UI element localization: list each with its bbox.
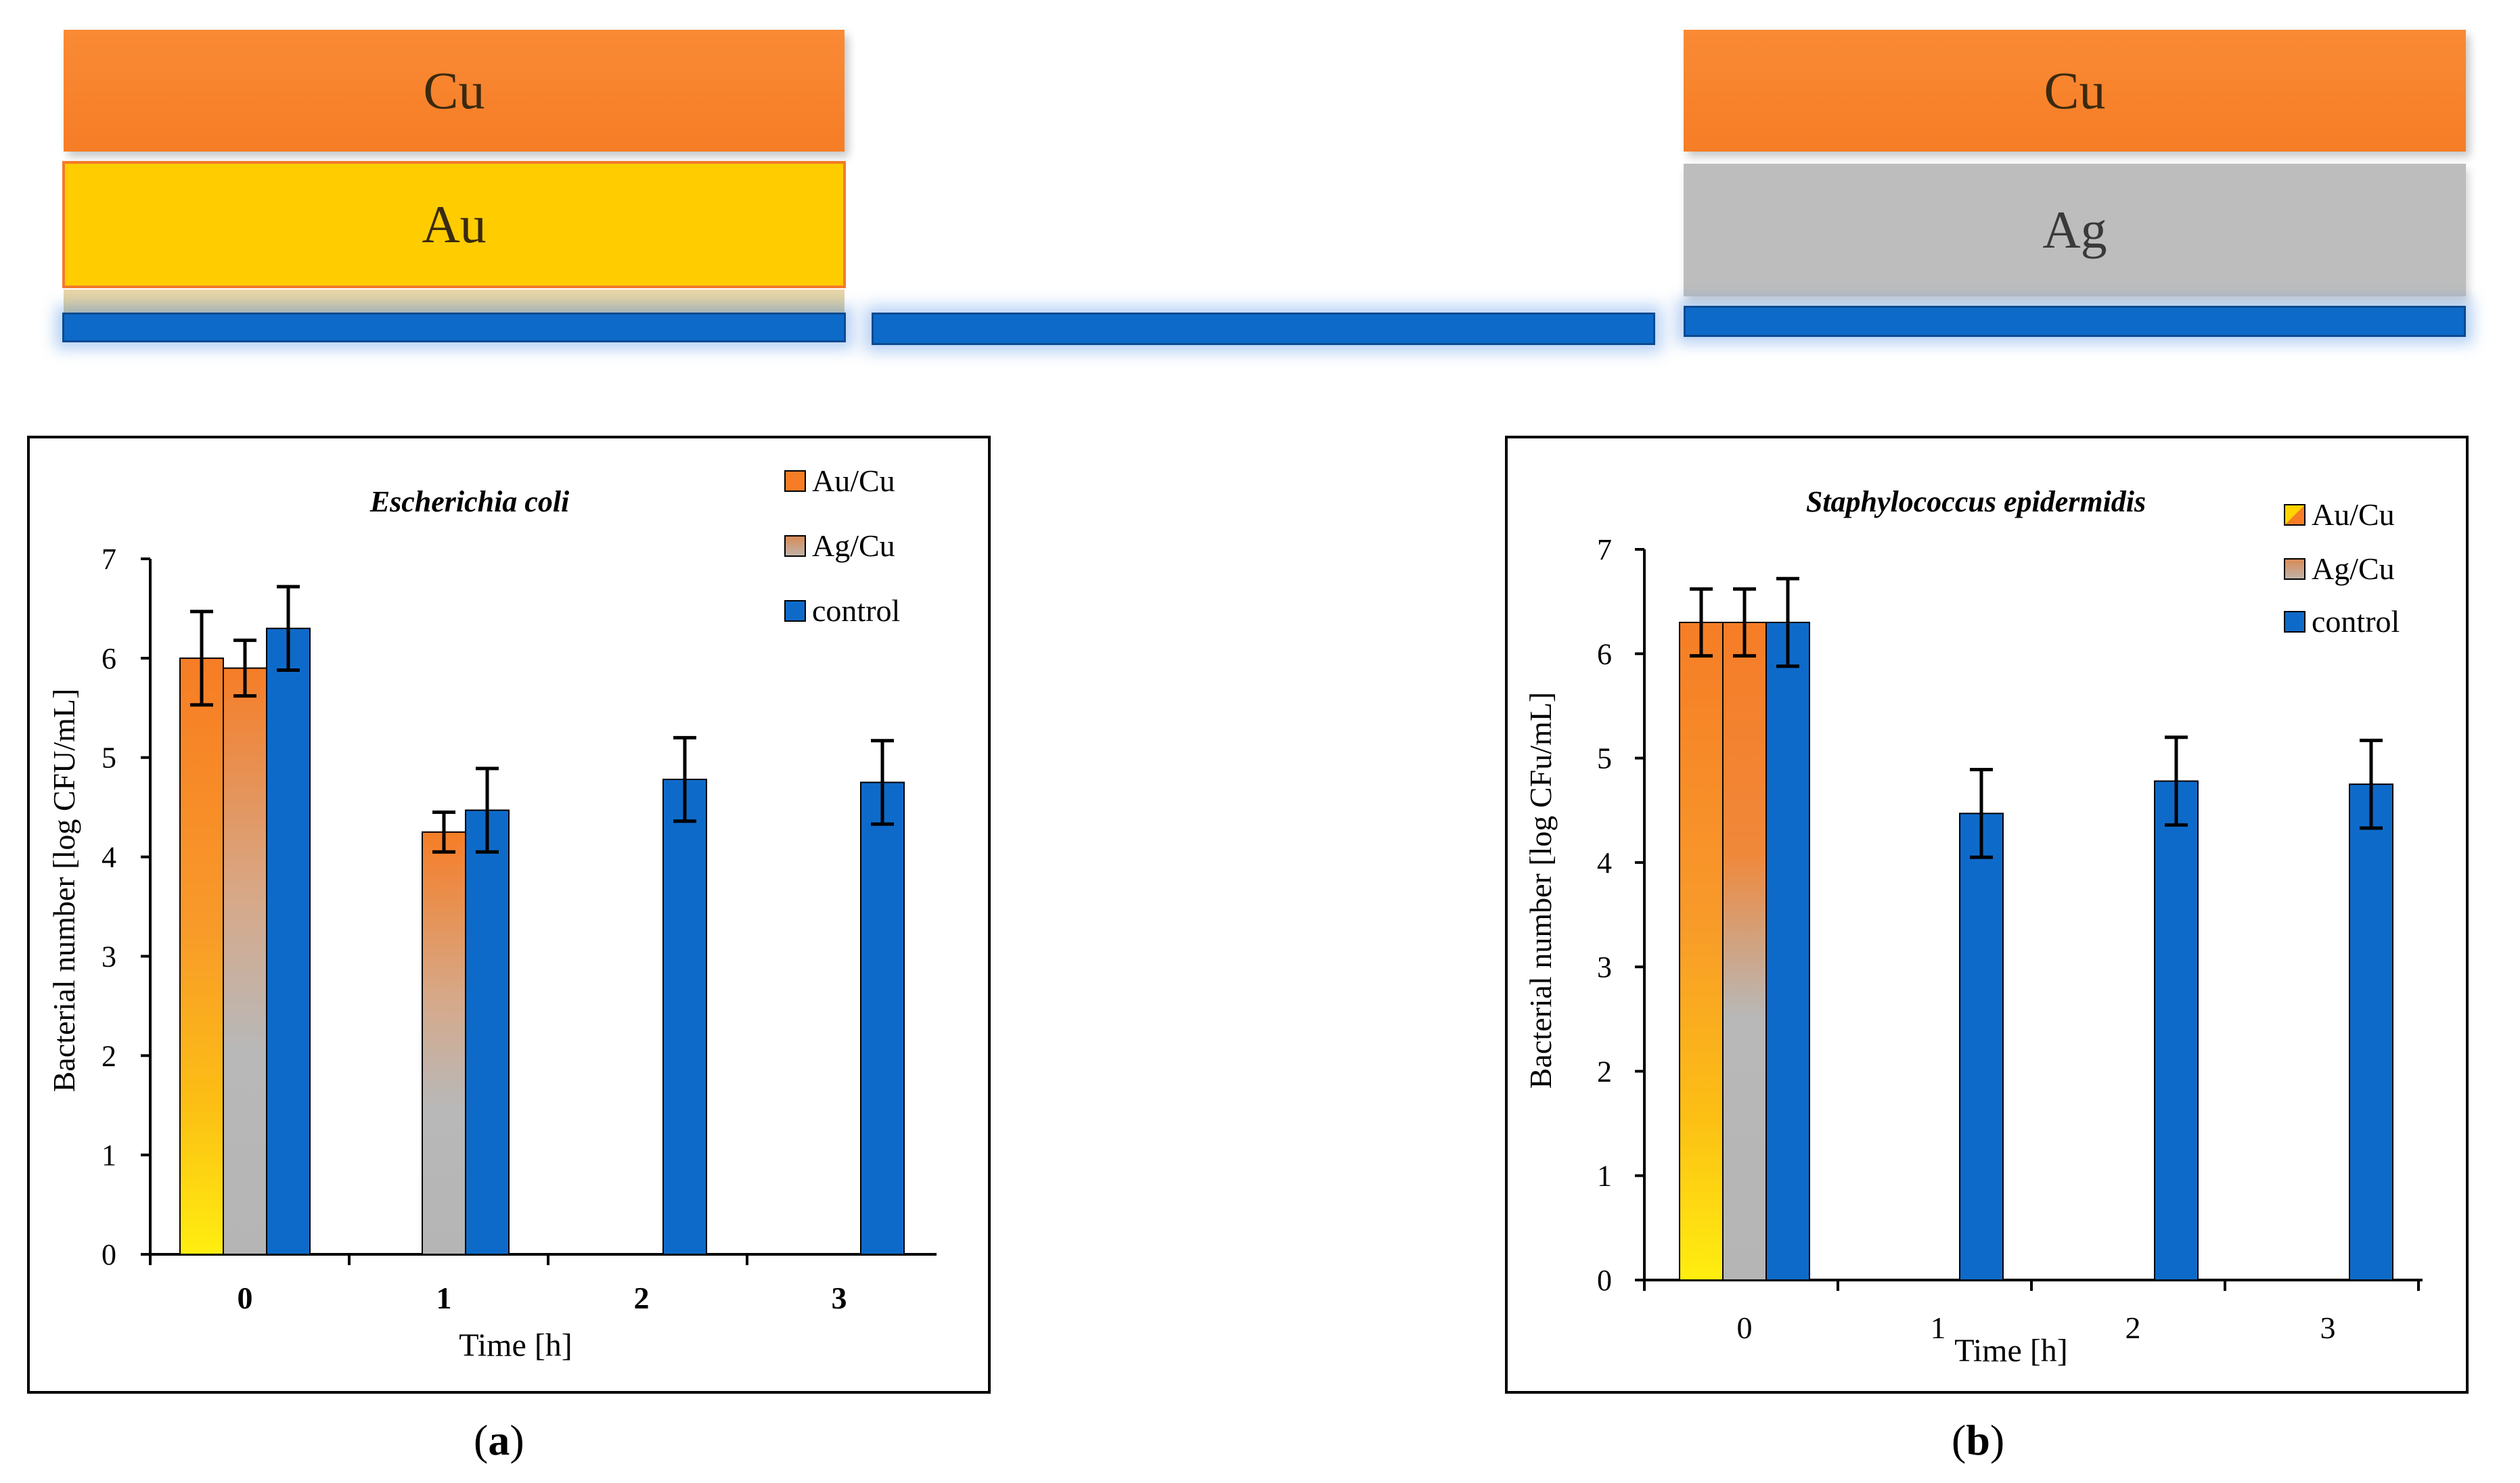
chart-b-title: Staphylococcus epidermidis <box>1806 485 2146 518</box>
chart-a-marks: 0 1 2 3 4 5 6 7 0 1 2 3 Au/Cu Ag/Cu control <box>102 463 937 1315</box>
chart-a-y-tick-label: 1 <box>102 1139 116 1172</box>
chart-b-y-tick-label: 2 <box>1597 1055 1612 1088</box>
chart-a-legend-label: Au/Cu <box>812 463 895 498</box>
chart-b-y-tick-label: 0 <box>1597 1264 1612 1297</box>
chart-a-legend-label: control <box>812 593 900 628</box>
chart-a-legend-swatch <box>784 600 806 622</box>
chart-b-frame <box>1505 436 2469 1394</box>
chart-a-x-tick-label: 2 <box>634 1281 650 1315</box>
layer-ag-label: Ag <box>2042 200 2107 259</box>
layer-au: Au <box>62 161 846 288</box>
chart-a-bar <box>422 831 466 1256</box>
panel-label-a: (a) <box>474 1416 524 1464</box>
chart-a-legend-swatch <box>784 535 806 557</box>
chart-b-y-tick-label: 7 <box>1597 533 1612 566</box>
chart-b-y-tick-label: 6 <box>1597 637 1612 670</box>
chart-b-bar <box>2349 783 2393 1281</box>
chart-b-y-tick-label: 3 <box>1597 951 1612 984</box>
chart-b-bar <box>2154 780 2199 1281</box>
substrate-middle <box>872 313 1655 345</box>
chart-a-frame <box>27 436 991 1394</box>
chart-b-ylabel: Bacterial number [log CFu/mL] <box>1523 692 1558 1089</box>
chart-a-ylabel: Bacterial number [log CFU/mL] <box>47 689 81 1093</box>
chart-b-bar <box>1679 622 1724 1281</box>
chart-a-bar <box>266 627 311 1255</box>
chart-b-x-tick-label: 2 <box>2125 1310 2141 1345</box>
chart-b-x-tick-label: 1 <box>1931 1310 1946 1345</box>
chart-a-y-tick-label: 0 <box>102 1238 116 1271</box>
chart-b-x-tick-label: 0 <box>1737 1310 1753 1345</box>
chart-a-x-tick-label: 3 <box>832 1281 847 1315</box>
chart-a-y-tick-label: 3 <box>102 940 116 973</box>
layer-ag: Ag <box>1684 164 2466 296</box>
chart-b-y-tick-label: 5 <box>1597 742 1612 775</box>
chart-b-bar <box>1722 622 1767 1281</box>
interlayer-tint <box>64 290 845 313</box>
chart-a-y-tick-label: 4 <box>102 841 116 874</box>
chart-a-x-tick-label: 1 <box>436 1281 452 1315</box>
chart-b-legend-swatch <box>2284 504 2305 526</box>
chart-a-y-tick-label: 7 <box>102 543 116 576</box>
chart-a-y-tick-label: 6 <box>102 642 116 675</box>
panel-label-b: (b) <box>1952 1416 2005 1464</box>
layer-cu-right-label: Cu <box>2044 61 2106 120</box>
chart-a-bar <box>662 779 707 1255</box>
layer-cu-right: Cu <box>1684 30 2466 152</box>
substrate-right <box>1684 306 2466 337</box>
chart-b-y-tick-label: 4 <box>1597 846 1612 880</box>
chart-a-x-tick-label: 0 <box>238 1281 253 1315</box>
chart-b-legend-label: control <box>2312 604 2400 639</box>
chart-b-legend-swatch <box>2284 611 2305 633</box>
chart-b-bar <box>1959 813 2004 1281</box>
chart-b-bar <box>1765 622 1810 1281</box>
chart-a-title: Escherichia coli <box>369 485 570 518</box>
chart-b-legend-swatch <box>2284 558 2305 580</box>
layer-au-label: Au <box>422 195 487 254</box>
layer-cu-left-label: Cu <box>423 61 485 120</box>
layer-cu-left: Cu <box>64 30 845 152</box>
chart-a-bar <box>223 667 267 1255</box>
chart-a-bar <box>465 809 510 1255</box>
chart-b-xlabel: Time [h] <box>1954 1333 2068 1369</box>
substrate-left <box>62 313 846 342</box>
chart-b-x-tick-label: 3 <box>2320 1310 2336 1345</box>
chart-b-marks: 0 1 2 3 4 5 6 7 0 1 2 3 Au/Cu Ag/Cu control <box>1597 497 2423 1345</box>
chart-b-legend-label: Au/Cu <box>2312 497 2395 532</box>
chart-b-legend-label: Ag/Cu <box>2312 551 2395 586</box>
chart-a-y-tick-label: 2 <box>102 1039 116 1072</box>
chart-a-legend-swatch <box>784 470 806 492</box>
chart-a-legend-label: Ag/Cu <box>812 528 895 563</box>
chart-b-y-tick-label: 1 <box>1597 1160 1612 1193</box>
chart-a-bar <box>179 657 224 1255</box>
chart-a-xlabel: Time [h] <box>459 1327 572 1363</box>
chart-a-bar <box>860 781 905 1255</box>
chart-a-y-tick-label: 5 <box>102 742 116 775</box>
